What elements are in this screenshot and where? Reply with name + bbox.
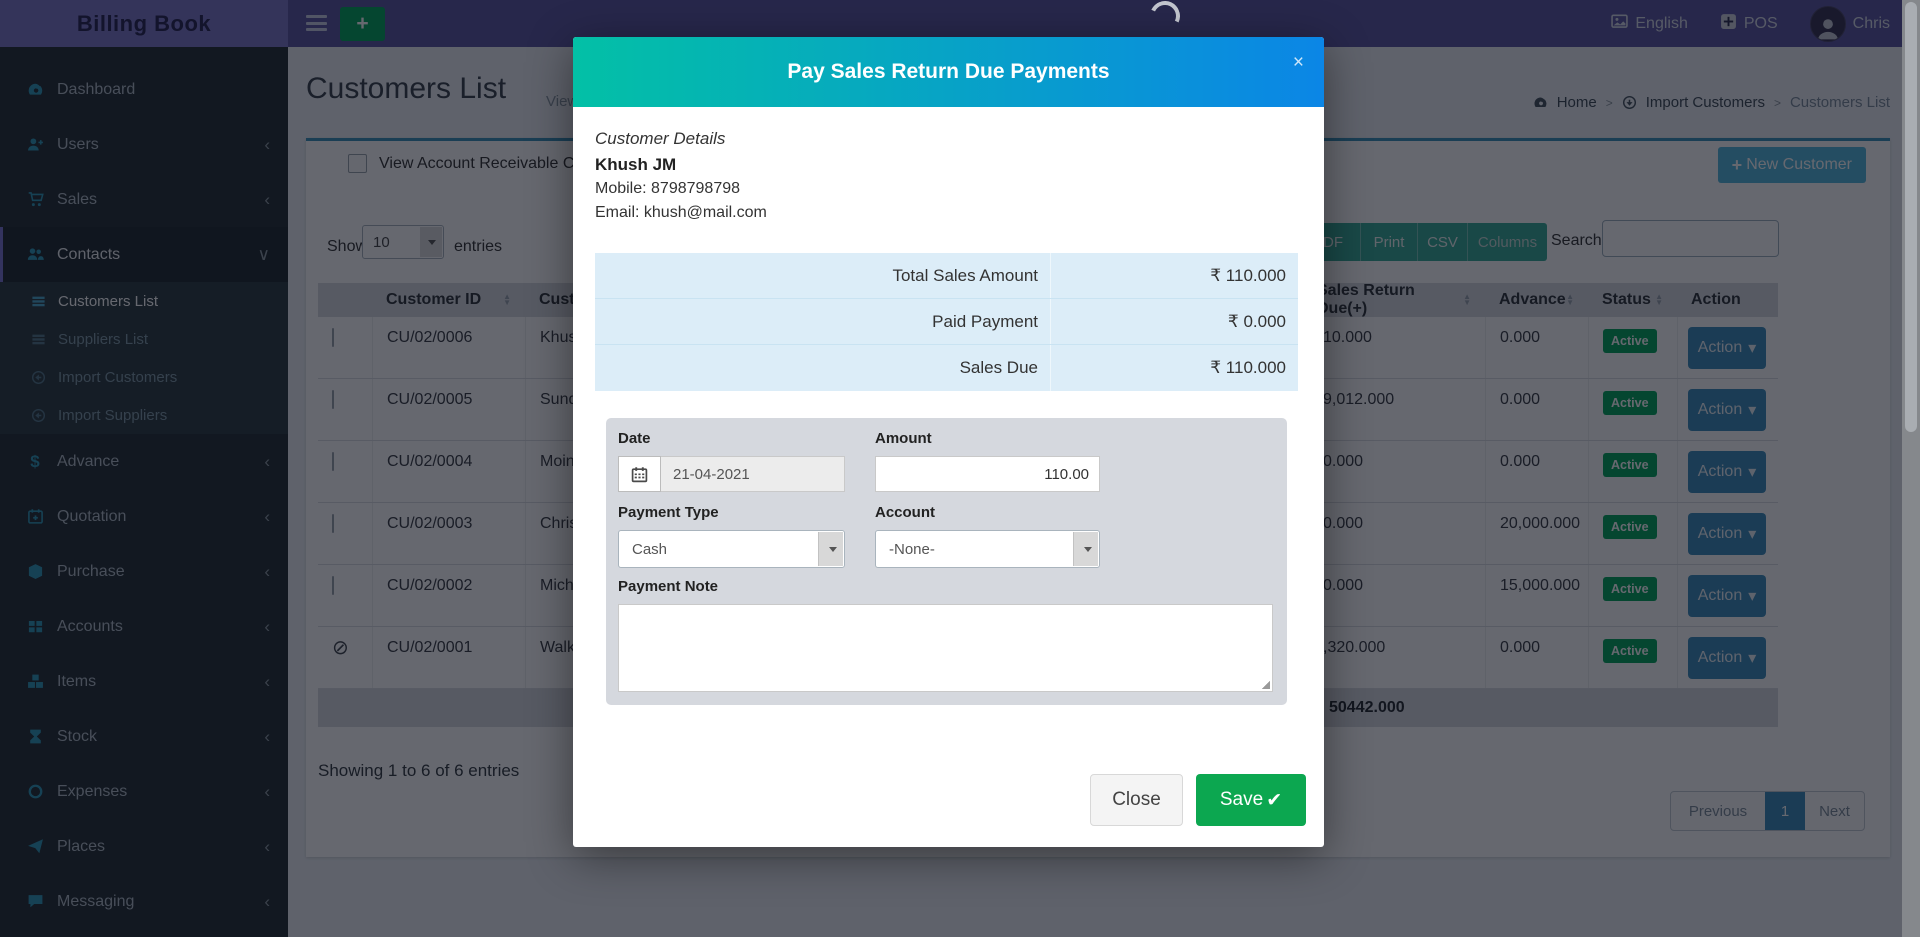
pay-sales-return-modal: Pay Sales Return Due Payments × Customer…: [573, 37, 1324, 847]
customer-name: Khush JM: [595, 155, 677, 174]
summary-label: Total Sales Amount: [892, 265, 1038, 285]
payment-type-label: Payment Type: [618, 504, 719, 521]
calendar-icon[interactable]: [618, 456, 661, 492]
summary-value: ₹ 110.000: [1050, 253, 1298, 298]
account-label: Account: [875, 504, 935, 521]
payment-form-panel: Date Amount Payment Type Cash Account -N…: [606, 418, 1287, 705]
customer-email: Email: khush@mail.com: [595, 204, 767, 221]
payment-note-wrap: [618, 604, 1273, 692]
date-field-group: [618, 456, 845, 492]
summary-value: ₹ 0.000: [1050, 299, 1298, 344]
payment-note-textarea[interactable]: [618, 604, 1273, 692]
check-icon: ✔: [1266, 789, 1283, 811]
close-icon[interactable]: ×: [1292, 52, 1304, 73]
amount-label: Amount: [875, 430, 932, 447]
summary-row: Total Sales Amount ₹ 110.000: [595, 253, 1298, 299]
date-input[interactable]: [661, 456, 845, 492]
account-select[interactable]: -None-: [875, 530, 1100, 568]
sales-summary-table: Total Sales Amount ₹ 110.000 Paid Paymen…: [595, 253, 1298, 391]
summary-label: Sales Due: [959, 358, 1038, 377]
modal-header: Pay Sales Return Due Payments ×: [573, 37, 1324, 107]
close-button[interactable]: Close: [1090, 774, 1183, 826]
scrollbar: [1902, 0, 1920, 937]
date-label: Date: [618, 430, 651, 447]
modal-title: Pay Sales Return Due Payments: [787, 60, 1110, 83]
summary-label: Paid Payment: [932, 311, 1038, 331]
select-arrow-icon: [1084, 547, 1092, 552]
summary-row: Paid Payment ₹ 0.000: [595, 299, 1298, 345]
save-button[interactable]: Save ✔: [1196, 774, 1306, 826]
summary-row: Sales Due ₹ 110.000: [595, 345, 1298, 391]
customer-details-heading: Customer Details: [595, 129, 726, 148]
scrollbar-thumb[interactable]: [1905, 2, 1917, 432]
customer-mobile: Mobile: 8798798798: [595, 180, 741, 197]
payment-note-label: Payment Note: [618, 578, 719, 595]
summary-value: ₹ 110.000: [1050, 345, 1298, 391]
amount-input[interactable]: [875, 456, 1100, 492]
select-arrow-icon: [829, 547, 837, 552]
payment-type-select[interactable]: Cash: [618, 530, 845, 568]
